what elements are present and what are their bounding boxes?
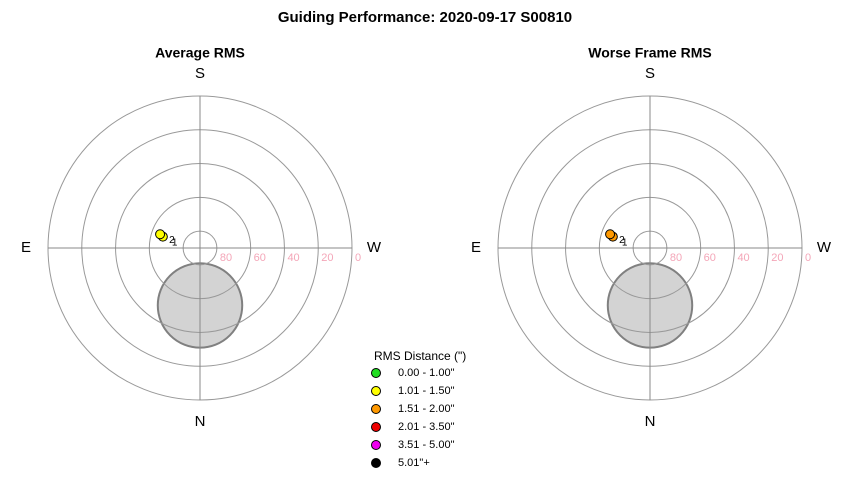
point-label: 1	[622, 237, 628, 248]
r-tick-label: 40	[287, 252, 299, 264]
r-tick-label: 60	[254, 252, 266, 264]
legend-label: 1.01 - 1.50"	[398, 385, 455, 397]
compass-label: N	[195, 413, 206, 430]
legend-label: 1.51 - 2.00"	[398, 403, 455, 415]
point-label: 2	[169, 235, 175, 246]
compass-label: W	[817, 239, 832, 256]
legend-label: 2.01 - 3.50"	[398, 421, 455, 433]
point-label: 1	[172, 237, 178, 248]
legend-marker	[371, 458, 381, 468]
r-tick-label: 20	[321, 252, 333, 264]
data-point	[155, 229, 166, 240]
legend-marker	[371, 440, 381, 450]
compass-label: E	[21, 239, 31, 256]
legend-marker	[371, 422, 381, 432]
compass-label: E	[471, 239, 481, 256]
legend-marker	[371, 386, 381, 396]
point-label: 2	[619, 235, 625, 246]
r-tick-label: 80	[670, 252, 682, 264]
legend-label: 3.51 - 5.00"	[398, 439, 455, 451]
r-tick-label: 0	[355, 252, 361, 264]
data-point	[605, 229, 616, 240]
r-tick-label: 40	[737, 252, 749, 264]
legend-marker	[371, 404, 381, 414]
legend-marker	[371, 368, 381, 378]
compass-label: S	[645, 65, 655, 82]
chart-title: Average RMS	[155, 45, 245, 61]
legend-title: RMS Distance (")	[374, 349, 466, 363]
r-tick-label: 0	[805, 252, 811, 264]
chart-title: Worse Frame RMS	[588, 45, 711, 61]
r-tick-label: 80	[220, 252, 232, 264]
compass-label: W	[367, 239, 382, 256]
page-title: Guiding Performance: 2020-09-17 S00810	[278, 9, 572, 26]
r-tick-label: 20	[771, 252, 783, 264]
r-tick-label: 60	[704, 252, 716, 264]
compass-label: S	[195, 65, 205, 82]
legend-label: 0.00 - 1.00"	[398, 367, 455, 379]
compass-label: N	[645, 413, 656, 430]
legend-label: 5.01"+	[398, 457, 430, 469]
